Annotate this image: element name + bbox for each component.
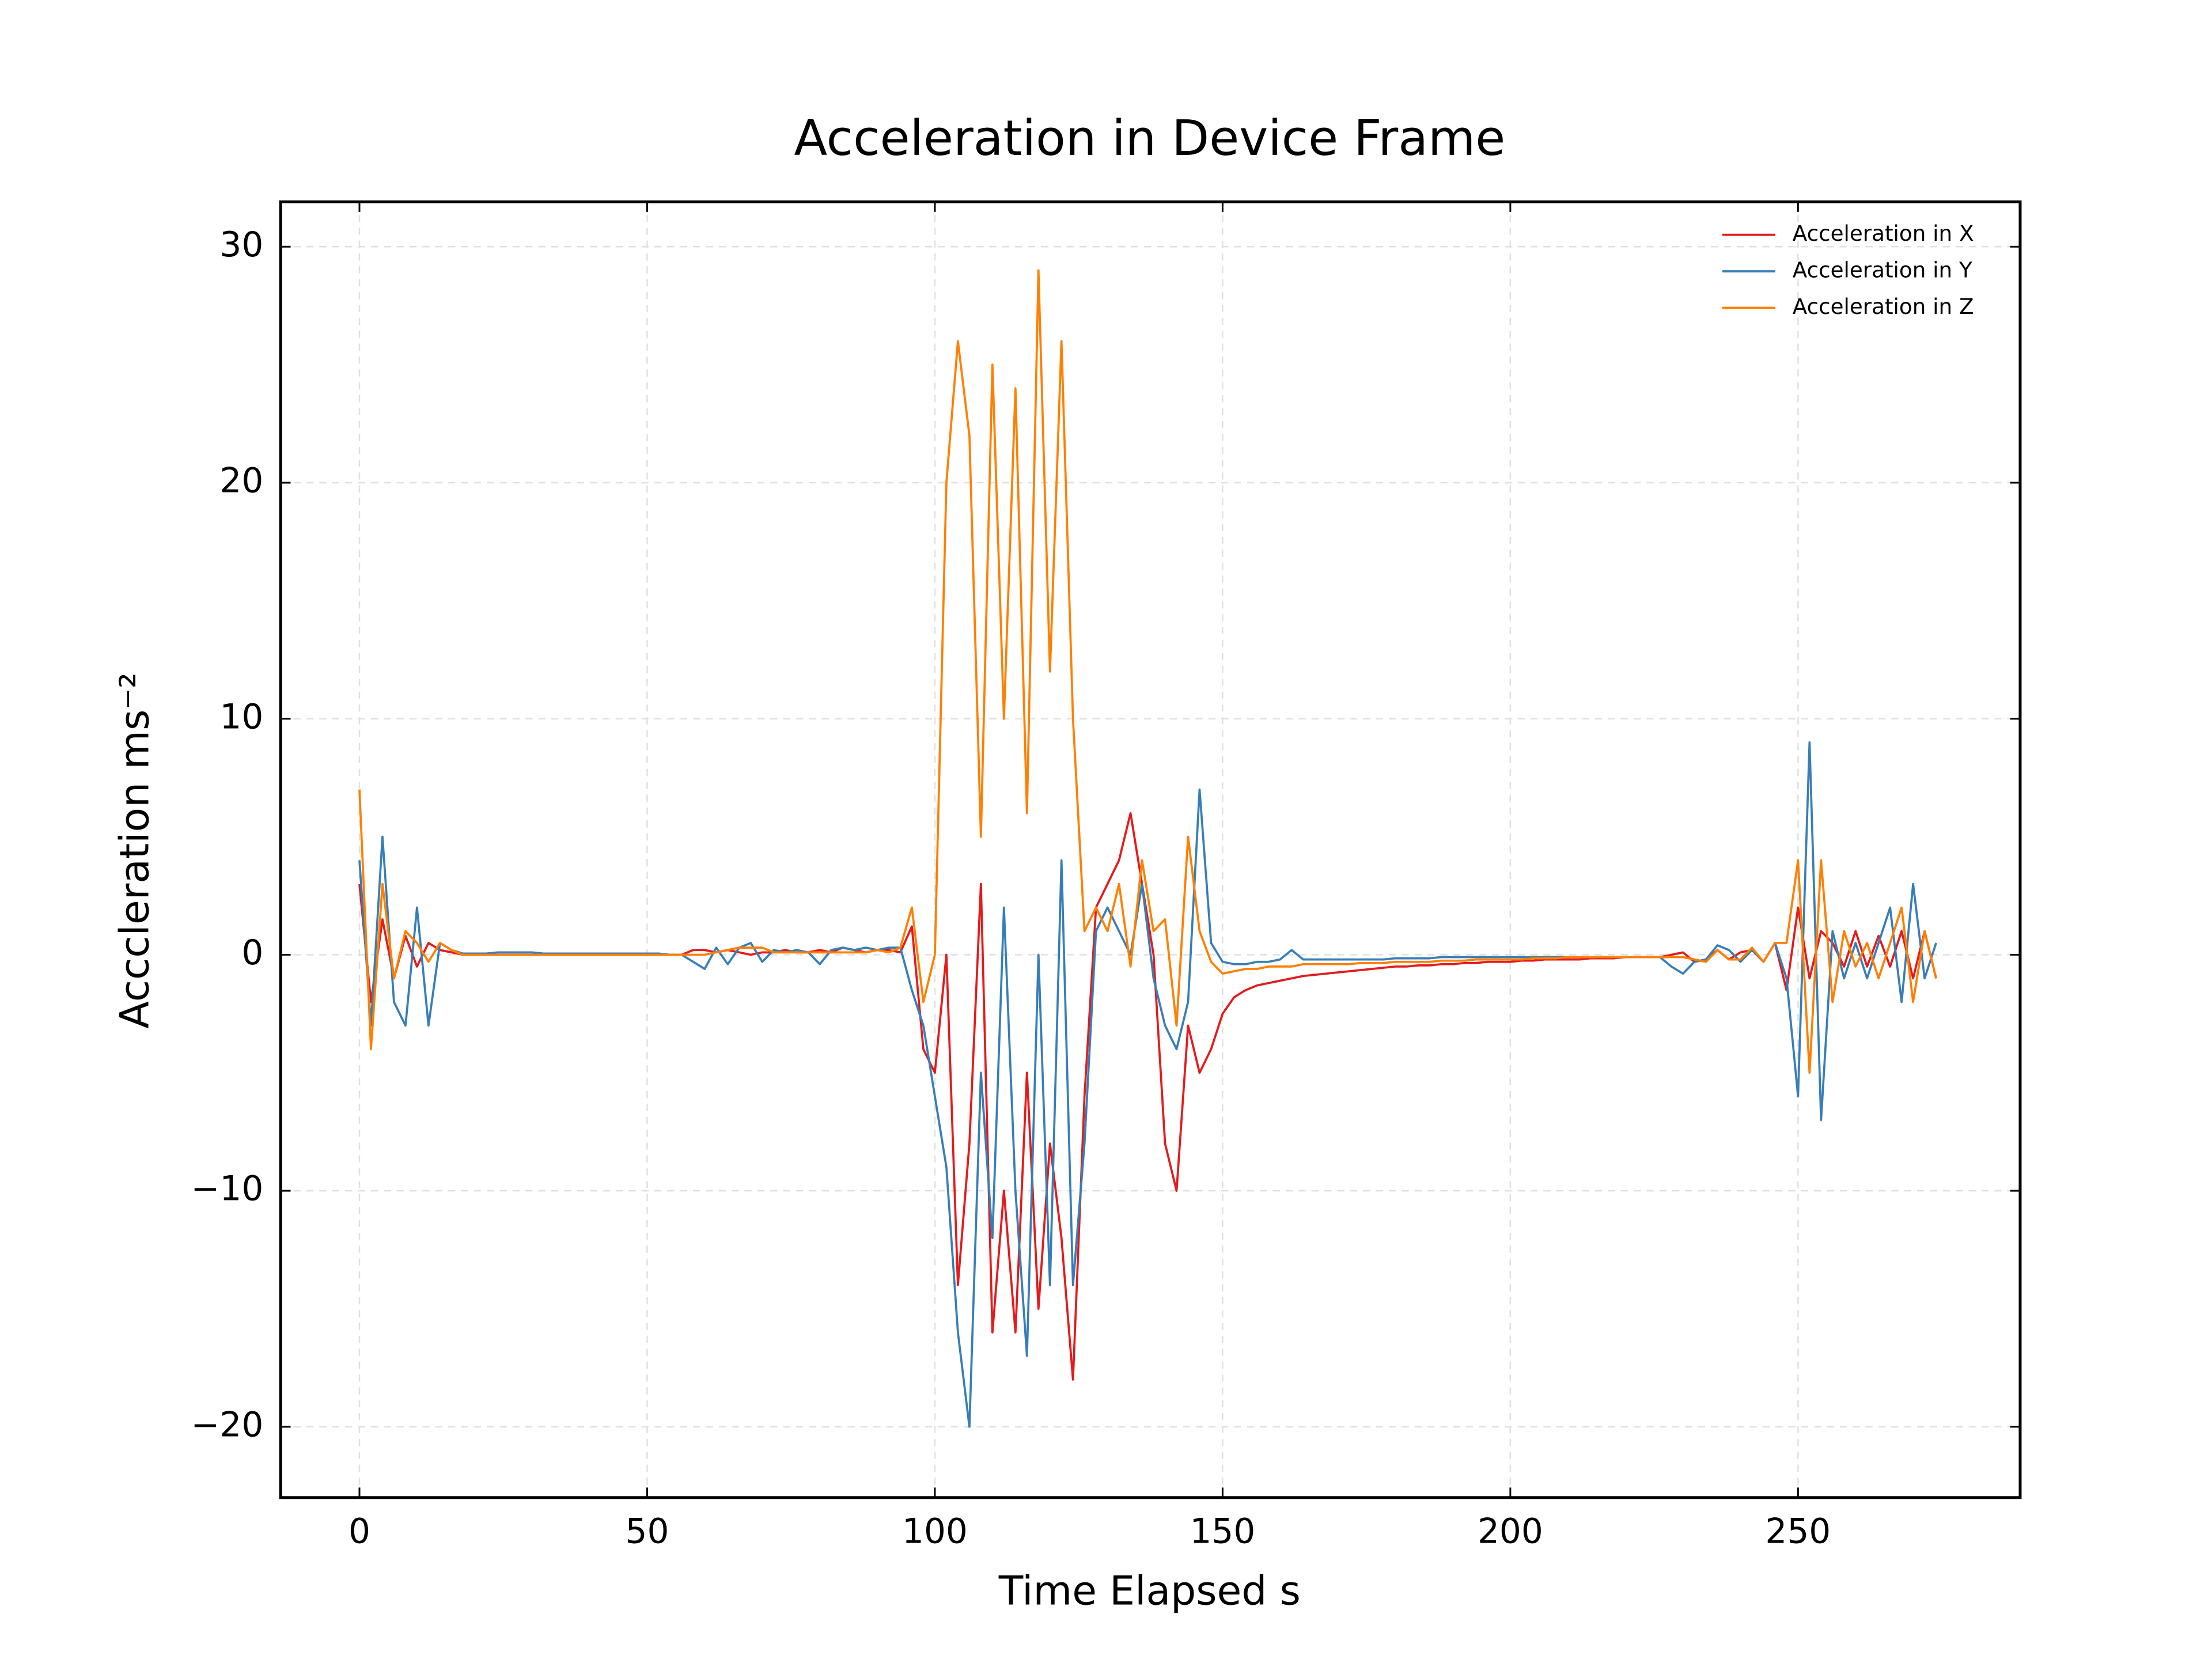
y-tick-label: 0 bbox=[241, 933, 263, 973]
data-line bbox=[358, 269, 1937, 1074]
y-tick-label: 10 bbox=[219, 697, 263, 737]
legend-label: Acceleration in X bbox=[1793, 221, 1974, 246]
y-tick-label: 20 bbox=[219, 461, 263, 501]
y-axis-label: Acccleration ms⁻² bbox=[112, 672, 158, 1029]
x-tick-label: 0 bbox=[349, 1512, 370, 1551]
chart-title: Acceleration in Device Frame bbox=[794, 110, 1505, 166]
plot-frame bbox=[279, 200, 2022, 1499]
x-tick-label: 200 bbox=[1478, 1512, 1543, 1551]
x-tick-label: 100 bbox=[902, 1512, 968, 1551]
legend-label: Acceleration in Z bbox=[1793, 294, 1974, 319]
y-tick-label: 30 bbox=[219, 225, 263, 265]
x-tick-label: 50 bbox=[626, 1512, 669, 1551]
y-tick-label: −20 bbox=[191, 1405, 263, 1445]
x-tick-label: 250 bbox=[1765, 1512, 1831, 1551]
y-tick-label: −10 bbox=[191, 1169, 263, 1209]
x-axis-label: Time Elapsed s bbox=[998, 1567, 1301, 1614]
legend-label: Acceleration in Y bbox=[1793, 257, 1972, 282]
data-line bbox=[358, 741, 1937, 1428]
x-tick-label: 150 bbox=[1190, 1512, 1255, 1551]
